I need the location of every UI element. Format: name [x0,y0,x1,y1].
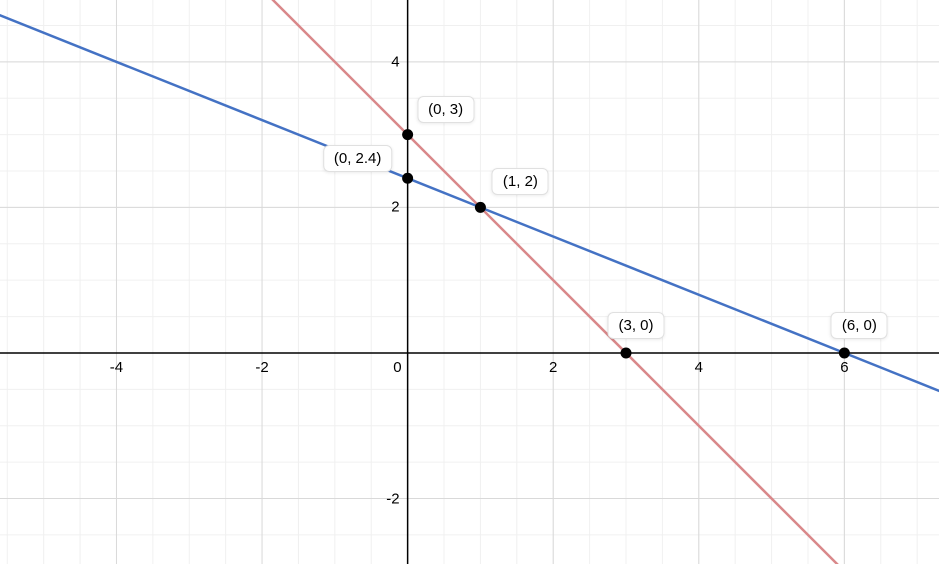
point-label: (0, 3) [417,96,474,123]
point-marker [402,173,413,184]
y-tick-label: -2 [386,490,399,507]
point-marker [402,129,413,140]
chart-background [0,0,939,564]
point-label: (1, 2) [492,168,549,195]
chart-container: -4 -2 0 2 4 6 -2 2 4 (0, 3) (0, 2.4) (1, 2) (3, 0) (6… [0,0,939,564]
x-tick-label: 2 [549,359,557,376]
coordinate-plane [0,0,939,564]
x-tick-label: 6 [840,359,848,376]
x-tick-label: -4 [110,359,123,376]
point-marker [621,347,632,358]
point-label: (3, 0) [607,312,664,339]
x-tick-label: -2 [255,359,268,376]
x-tick-label: 0 [393,359,401,376]
x-tick-label: 4 [695,359,703,376]
point-label: (0, 2.4) [323,145,393,172]
point-marker [475,202,486,213]
point-marker [839,347,850,358]
y-tick-label: 2 [391,199,399,216]
y-tick-label: 4 [391,53,399,70]
point-label: (6, 0) [831,312,888,339]
